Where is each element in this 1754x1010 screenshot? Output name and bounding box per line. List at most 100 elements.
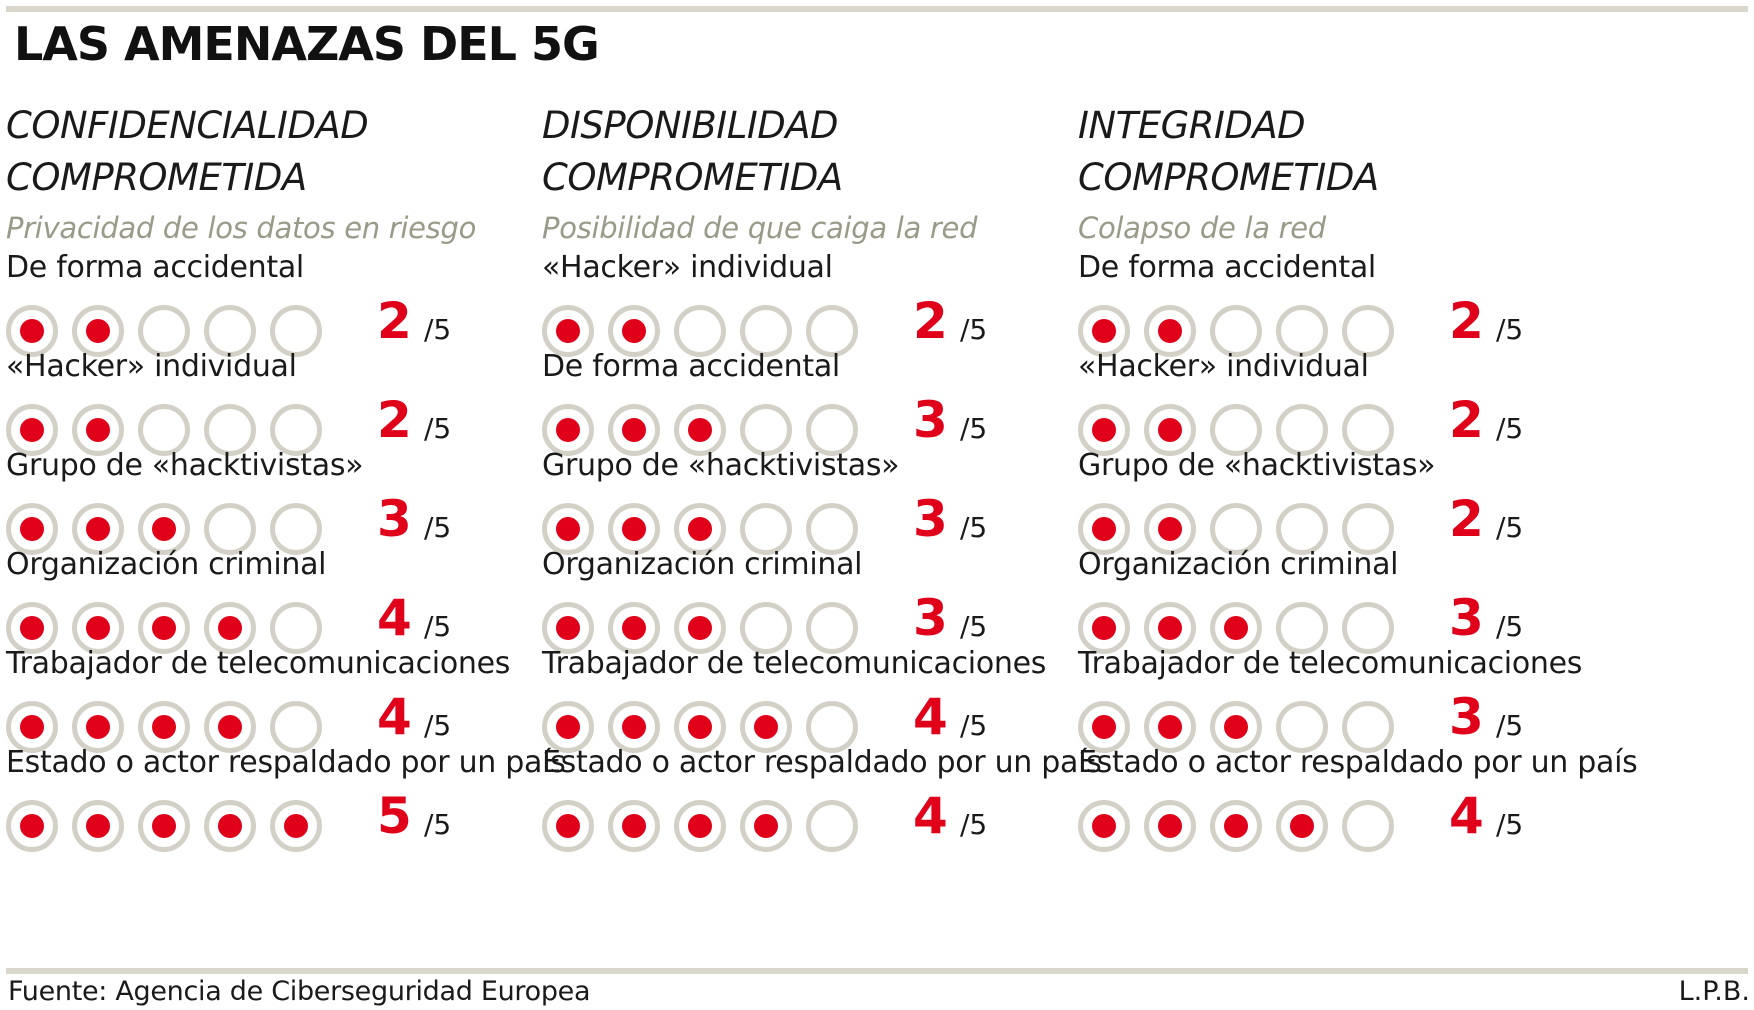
rating-dot-empty [1276, 305, 1328, 357]
rating-dots [1078, 800, 1638, 852]
threat-label: Trabajador de telecomunicaciones [1078, 646, 1583, 681]
rating-dot-filled [674, 701, 726, 753]
rating-dot-filled [542, 602, 594, 654]
rating-row: Estado o actor respaldado por un país 4/5 [1078, 745, 1638, 855]
rating-dot-filled [6, 404, 58, 456]
rating-dot-filled [72, 800, 124, 852]
score-max-label: /5 [960, 313, 988, 346]
threat-label: Estado o actor respaldado por un país [1078, 745, 1638, 780]
score-max-label: /5 [424, 709, 452, 742]
rating-dot-filled [608, 404, 660, 456]
rating-dot-filled [138, 503, 190, 555]
score-max-label: /5 [1496, 808, 1524, 841]
rating-dot-empty [1276, 404, 1328, 456]
rating-dot-filled [542, 305, 594, 357]
rating-dot-filled [1078, 404, 1130, 456]
threat-label: Grupo de «hacktivistas» [542, 448, 900, 483]
score-max-label: /5 [424, 808, 452, 841]
rating-dot-empty [1342, 503, 1394, 555]
rating-dot-filled [608, 602, 660, 654]
score-value: 2 [377, 292, 412, 350]
rating-dot-filled [1144, 701, 1196, 753]
rating-dot-empty [138, 404, 190, 456]
panel-heading: DISPONIBILIDAD COMPROMETIDA [542, 100, 1102, 204]
threat-label: Estado o actor respaldado por un país [542, 745, 1102, 780]
rating-dots [6, 602, 566, 654]
rating-dot-filled [674, 404, 726, 456]
rating-dot-empty [674, 305, 726, 357]
panel-3: INTEGRIDAD COMPROMETIDA Colapso de la red D… [1078, 100, 1638, 852]
rating-dot-filled [72, 404, 124, 456]
rating-dot-filled [72, 503, 124, 555]
score-value: 3 [913, 391, 948, 449]
rating-dot-empty [270, 701, 322, 753]
rating-dot-empty [1276, 503, 1328, 555]
rating-dot-empty [1210, 305, 1262, 357]
rating-dot-empty [740, 404, 792, 456]
threat-label: De forma accidental [1078, 250, 1376, 285]
rating-dot-filled [608, 305, 660, 357]
rating-dot-empty [1342, 305, 1394, 357]
rating-dot-filled [204, 800, 256, 852]
rating-dot-filled [138, 602, 190, 654]
rating-dot-filled [204, 602, 256, 654]
score-max-label: /5 [960, 511, 988, 544]
score-max-label: /5 [1496, 610, 1524, 643]
panel-heading-line: DISPONIBILIDAD [542, 104, 839, 147]
rating-dot-empty [806, 404, 858, 456]
rating-dot-filled [138, 701, 190, 753]
score-max-label: /5 [1496, 511, 1524, 544]
threat-label: De forma accidental [6, 250, 304, 285]
panel-heading-line: COMPROMETIDA [6, 156, 307, 199]
rating-dot-empty [806, 800, 858, 852]
rating-dot-empty [270, 503, 322, 555]
score-value: 2 [1449, 391, 1484, 449]
score-value: 3 [1449, 688, 1484, 746]
score-max-label: /5 [1496, 709, 1524, 742]
panel-heading: CONFIDENCIALIDAD COMPROMETIDA [6, 100, 566, 204]
rating-dot-filled [1144, 404, 1196, 456]
score-value: 4 [1449, 787, 1484, 845]
threat-label: «Hacker» individual [1078, 349, 1369, 384]
rating-dot-empty [270, 305, 322, 357]
rating-dot-filled [542, 503, 594, 555]
threat-label: «Hacker» individual [542, 250, 833, 285]
rating-dot-filled [740, 701, 792, 753]
threat-label: Organización criminal [1078, 547, 1399, 582]
threat-label: «Hacker» individual [6, 349, 297, 384]
threat-label: Organización criminal [6, 547, 327, 582]
rating-row: Trabajador de telecomunicaciones 4/5 [542, 646, 1102, 756]
rating-dots [542, 602, 1102, 654]
panel-subtitle: Privacidad de los datos en riesgo [6, 211, 477, 245]
threat-label: Grupo de «hacktivistas» [1078, 448, 1436, 483]
rating-row: Grupo de «hacktivistas» 2/5 [1078, 448, 1638, 558]
rating-dot-filled [6, 503, 58, 555]
rating-row: Trabajador de telecomunicaciones 3/5 [1078, 646, 1638, 756]
rating-dot-filled [6, 800, 58, 852]
rating-dot-filled [1144, 800, 1196, 852]
rating-dot-filled [6, 602, 58, 654]
bottom-rule [6, 968, 1748, 974]
rating-dot-filled [1078, 701, 1130, 753]
panel-heading: INTEGRIDAD COMPROMETIDA [1078, 100, 1638, 204]
rating-dot-empty [204, 404, 256, 456]
rating-dot-filled [542, 800, 594, 852]
rating-dot-empty [806, 305, 858, 357]
rating-dots [6, 701, 566, 753]
rating-dot-empty [270, 404, 322, 456]
score-max-label: /5 [424, 511, 452, 544]
rating-dot-filled [1078, 800, 1130, 852]
rating-row: Estado o actor respaldado por un país 5/5 [6, 745, 566, 855]
rating-dot-empty [1276, 602, 1328, 654]
score-value: 3 [913, 490, 948, 548]
rating-dot-filled [72, 305, 124, 357]
rating-dot-empty [204, 305, 256, 357]
rating-dot-filled [6, 305, 58, 357]
rating-dot-empty [204, 503, 256, 555]
rating-dot-filled [1210, 800, 1262, 852]
score-max-label: /5 [960, 808, 988, 841]
rating-dot-empty [740, 305, 792, 357]
rating-row: De forma accidental 3/5 [542, 349, 1102, 459]
rating-dot-filled [1210, 602, 1262, 654]
score-value: 4 [377, 589, 412, 647]
